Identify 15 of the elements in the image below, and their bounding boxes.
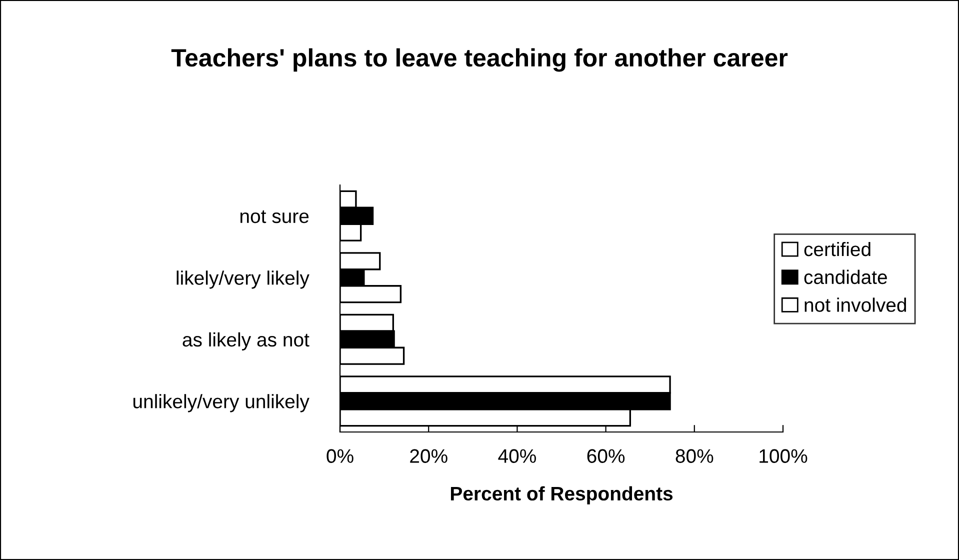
legend-label: candidate: [804, 270, 887, 284]
chart-title: Teachers' plans to leave teaching for another career: [171, 48, 788, 72]
y-tick-label: likely/very likely: [176, 270, 310, 289]
x-tick-label: 80%: [676, 449, 714, 463]
x-tick-label: 0%: [326, 449, 354, 463]
x-tick-label: 100%: [760, 449, 808, 463]
y-tick-label: unlikely/very unlikely: [133, 394, 310, 412]
legend-label: certified: [804, 242, 870, 256]
y-tick-label: as likely as not: [182, 332, 310, 350]
y-tick-label: not sure: [240, 210, 309, 224]
x-tick-label: 40%: [498, 449, 536, 463]
x-tick-label: 20%: [410, 449, 448, 463]
x-axis-title: Percent of Respondents: [450, 486, 673, 504]
legend-label: not involved: [804, 298, 906, 312]
x-tick-label: 60%: [587, 449, 625, 463]
